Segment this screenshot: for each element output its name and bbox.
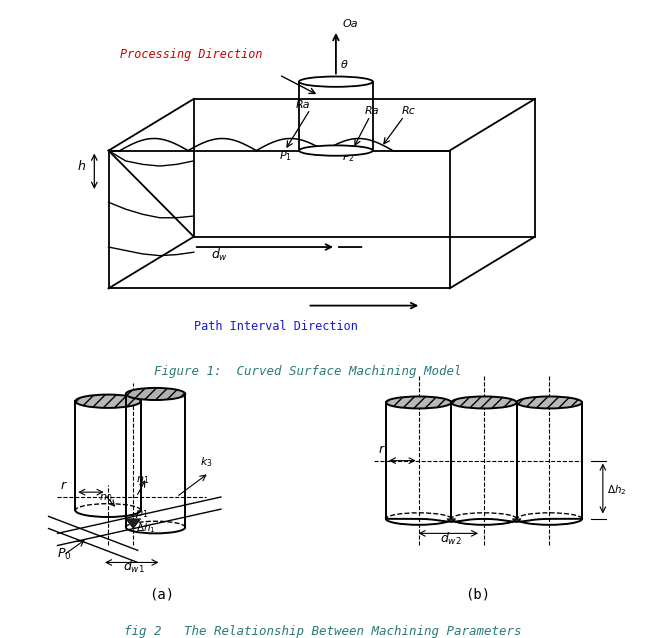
Ellipse shape — [386, 396, 452, 408]
Text: $p_1$: $p_1$ — [135, 508, 148, 521]
Polygon shape — [512, 519, 521, 523]
Text: $d_w$: $d_w$ — [211, 247, 228, 263]
Polygon shape — [126, 519, 141, 528]
Text: $P_0$: $P_0$ — [57, 547, 72, 561]
Text: θ: θ — [340, 60, 347, 70]
Ellipse shape — [299, 77, 373, 87]
Text: (b): (b) — [466, 588, 490, 602]
Text: fig 2   The Relationship Between Machining Parameters: fig 2 The Relationship Between Machining… — [124, 625, 522, 638]
Text: r: r — [379, 443, 384, 456]
Ellipse shape — [299, 145, 373, 156]
Text: $k_3$: $k_3$ — [200, 456, 213, 470]
Text: $P_1$: $P_1$ — [279, 149, 292, 163]
Text: $P_2$: $P_2$ — [342, 150, 355, 164]
Text: r: r — [61, 478, 66, 491]
Text: $\Delta h_2$: $\Delta h_2$ — [607, 483, 627, 496]
Text: Ra: Ra — [364, 107, 379, 116]
Text: $n_0$: $n_0$ — [99, 493, 112, 505]
Text: h: h — [78, 160, 85, 172]
Text: $\Delta h_1$: $\Delta h_1$ — [136, 521, 156, 535]
Text: Oa: Oa — [343, 19, 359, 29]
Text: Ra: Ra — [296, 100, 311, 110]
Ellipse shape — [76, 394, 141, 408]
Text: Processing Direction: Processing Direction — [120, 48, 262, 61]
Text: Rc: Rc — [401, 107, 415, 116]
Text: $d_{w1}$: $d_{w1}$ — [123, 559, 145, 575]
Ellipse shape — [517, 396, 582, 408]
Polygon shape — [447, 519, 456, 523]
Ellipse shape — [452, 396, 517, 408]
Ellipse shape — [126, 388, 185, 400]
Text: $d_{w2}$: $d_{w2}$ — [441, 531, 462, 547]
Text: $n_1$: $n_1$ — [136, 475, 149, 486]
Text: Path Interval Direction: Path Interval Direction — [194, 320, 358, 333]
Text: (a): (a) — [149, 588, 174, 602]
Text: Figure 1:  Curved Surface Machining Model: Figure 1: Curved Surface Machining Model — [154, 364, 461, 378]
